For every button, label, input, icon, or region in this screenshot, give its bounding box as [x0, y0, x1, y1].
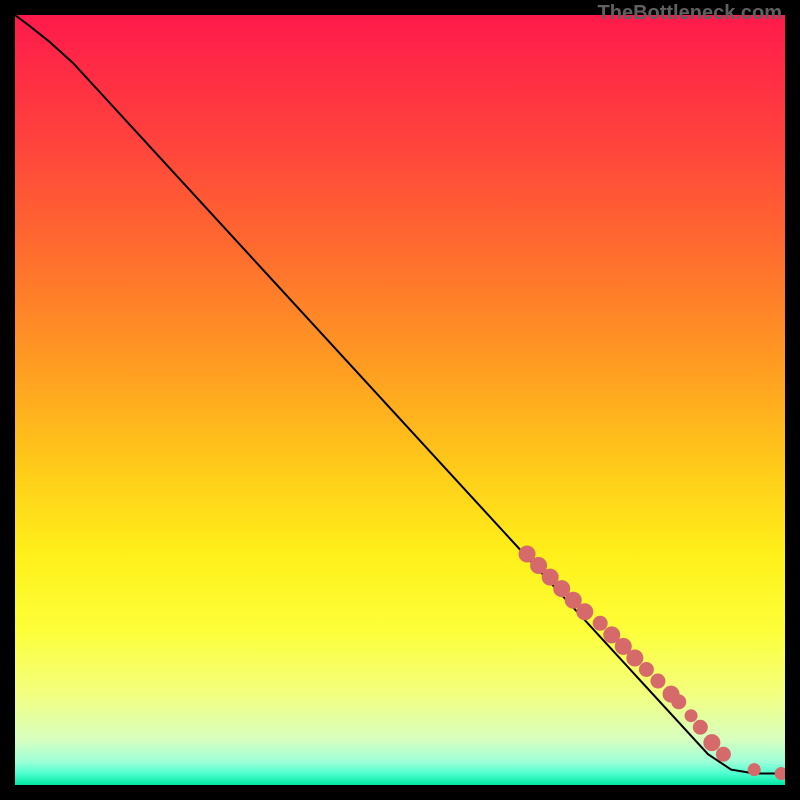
marker-point — [716, 747, 730, 761]
plot-area — [15, 15, 785, 785]
marker-point — [639, 663, 653, 677]
chart-root: TheBottleneck.com — [0, 0, 800, 800]
marker-point — [693, 720, 707, 734]
curve-path — [15, 15, 785, 773]
watermark-text: TheBottleneck.com — [598, 2, 782, 25]
marker-point — [651, 674, 665, 688]
marker-point — [775, 767, 785, 779]
marker-point — [685, 710, 697, 722]
marker-point — [577, 604, 593, 620]
marker-point — [593, 616, 607, 630]
chart-svg — [15, 15, 785, 785]
marker-group — [519, 546, 785, 779]
marker-point — [627, 650, 643, 666]
marker-point — [748, 764, 760, 776]
marker-point — [704, 735, 720, 751]
marker-point — [672, 695, 686, 709]
